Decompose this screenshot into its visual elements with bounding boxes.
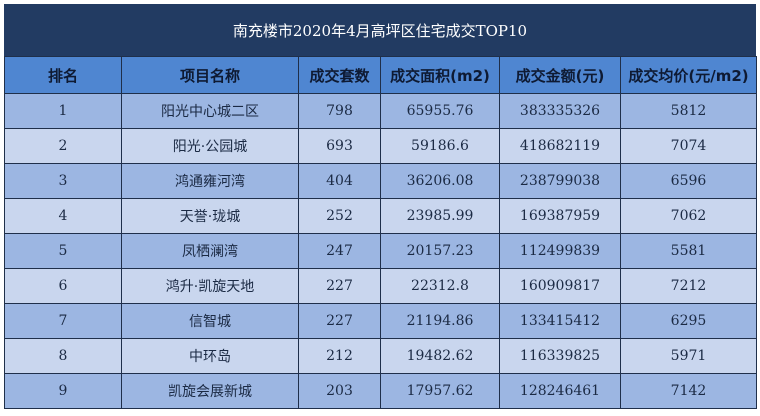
cell-area: 36206.08: [380, 163, 500, 199]
table-row: 2 阳光·公园城 693 59186.6 418682119 7074: [4, 128, 757, 164]
cell-rank: 5: [4, 233, 122, 269]
cell-project-name: 阳光中心城二区: [121, 93, 299, 129]
header-avg-price: 成交均价(元/m2): [620, 56, 757, 94]
cell-units: 404: [298, 163, 381, 199]
cell-avg-price: 6295: [620, 303, 757, 339]
cell-rank: 7: [4, 303, 122, 339]
cell-area: 20157.23: [380, 233, 500, 269]
cell-area: 19482.62: [380, 338, 500, 374]
cell-rank: 8: [4, 338, 122, 374]
table-row: 6 鸿升·凯旋天地 227 22312.8 160909817 7212: [4, 268, 757, 304]
cell-units: 227: [298, 268, 381, 304]
cell-project-name: 信智城: [121, 303, 299, 339]
header-units: 成交套数: [298, 56, 381, 94]
cell-avg-price: 5971: [620, 338, 757, 374]
cell-avg-price: 7212: [620, 268, 757, 304]
cell-amount: 112499839: [499, 233, 621, 269]
cell-area: 22312.8: [380, 268, 500, 304]
cell-project-name: 凯旋会展新城: [121, 373, 299, 409]
cell-rank: 6: [4, 268, 122, 304]
cell-project-name: 鸿升·凯旋天地: [121, 268, 299, 304]
cell-area: 23985.99: [380, 198, 500, 234]
cell-rank: 4: [4, 198, 122, 234]
cell-area: 21194.86: [380, 303, 500, 339]
table-row: 9 凯旋会展新城 203 17957.62 128246461 7142: [4, 373, 757, 409]
cell-project-name: 阳光·公园城: [121, 128, 299, 164]
cell-units: 212: [298, 338, 381, 374]
table-row: 5 凤栖澜湾 247 20157.23 112499839 5581: [4, 233, 757, 269]
table-row: 1 阳光中心城二区 798 65955.76 383335326 5812: [4, 93, 757, 129]
cell-project-name: 鸿通雍河湾: [121, 163, 299, 199]
cell-area: 17957.62: [380, 373, 500, 409]
cell-rank: 2: [4, 128, 122, 164]
cell-area: 65955.76: [380, 93, 500, 129]
cell-avg-price: 6596: [620, 163, 757, 199]
cell-amount: 238799038: [499, 163, 621, 199]
cell-units: 227: [298, 303, 381, 339]
cell-avg-price: 7074: [620, 128, 757, 164]
cell-amount: 133415412: [499, 303, 621, 339]
cell-avg-price: 5581: [620, 233, 757, 269]
data-table-frame: 南充楼市2020年4月高坪区住宅成交TOP10 排名 项目名称 成交套数 成交面…: [4, 4, 757, 412]
cell-avg-price: 5812: [620, 93, 757, 129]
cell-amount: 383335326: [499, 93, 621, 129]
cell-avg-price: 7062: [620, 198, 757, 234]
cell-area: 59186.6: [380, 128, 500, 164]
cell-amount: 116339825: [499, 338, 621, 374]
table-row: 8 中环岛 212 19482.62 116339825 5971: [4, 338, 757, 374]
cell-amount: 160909817: [499, 268, 621, 304]
header-rank: 排名: [4, 56, 122, 94]
header-row: 排名 项目名称 成交套数 成交面积(m2) 成交金额(元) 成交均价(元/m2): [4, 56, 757, 94]
table-row: 4 天誉·珑城 252 23985.99 169387959 7062: [4, 198, 757, 234]
cell-avg-price: 7142: [620, 373, 757, 409]
cell-rank: 3: [4, 163, 122, 199]
header-amount: 成交金额(元): [499, 56, 621, 94]
cell-project-name: 凤栖澜湾: [121, 233, 299, 269]
header-area: 成交面积(m2): [380, 56, 500, 94]
cell-units: 252: [298, 198, 381, 234]
cell-rank: 1: [4, 93, 122, 129]
cell-units: 798: [298, 93, 381, 129]
cell-rank: 9: [4, 373, 122, 409]
cell-units: 247: [298, 233, 381, 269]
table-row: 3 鸿通雍河湾 404 36206.08 238799038 6596: [4, 163, 757, 199]
table-row: 7 信智城 227 21194.86 133415412 6295: [4, 303, 757, 339]
cell-amount: 128246461: [499, 373, 621, 409]
ranking-table: 排名 项目名称 成交套数 成交面积(m2) 成交金额(元) 成交均价(元/m2)…: [4, 56, 757, 409]
cell-project-name: 中环岛: [121, 338, 299, 374]
table-title: 南充楼市2020年4月高坪区住宅成交TOP10: [4, 4, 756, 56]
cell-project-name: 天誉·珑城: [121, 198, 299, 234]
cell-amount: 169387959: [499, 198, 621, 234]
cell-amount: 418682119: [499, 128, 621, 164]
cell-units: 203: [298, 373, 381, 409]
cell-units: 693: [298, 128, 381, 164]
header-project-name: 项目名称: [121, 56, 299, 94]
